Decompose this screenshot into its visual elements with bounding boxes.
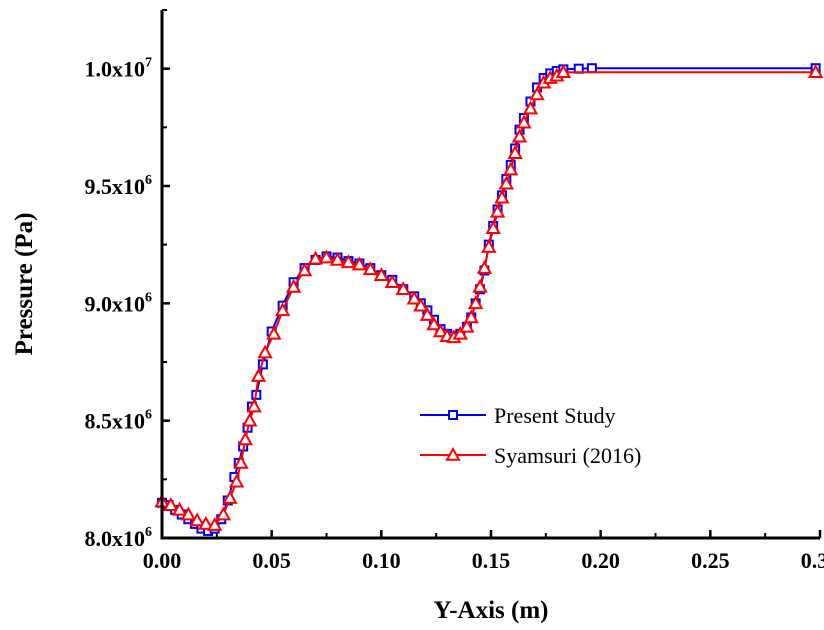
data-point (503, 161, 519, 176)
data-point (171, 501, 188, 516)
data-point (373, 267, 390, 281)
data-point (467, 295, 484, 310)
legend-label: Present Study (494, 403, 616, 428)
legend: Present Study Syamsuri (2016) (420, 403, 641, 468)
data-point (511, 128, 528, 143)
data-point (507, 145, 523, 159)
series-2 (154, 64, 824, 531)
y-ticks: 8.0x106 8.5x106 9.0x106 9.5x106 1.0x107 (85, 9, 170, 551)
data-point (237, 431, 254, 446)
data-point (340, 254, 357, 269)
x-tick-label: 0.15 (472, 548, 511, 573)
x-axis-title: Y-Axis (m) (433, 597, 548, 624)
legend-marker (448, 410, 458, 420)
y-tick-label: 8.5x106 (85, 408, 153, 434)
data-point (432, 323, 449, 338)
x-tick-label: 0.05 (252, 548, 291, 573)
x-ticks: 0.00 0.05 0.10 0.15 0.20 0.25 0.30 (143, 530, 824, 573)
data-point (222, 490, 238, 504)
data-point (489, 203, 506, 218)
data-point (351, 256, 368, 271)
data-point (285, 278, 302, 293)
legend-marker (445, 446, 461, 461)
data-point (529, 86, 545, 101)
series-layer (154, 63, 824, 536)
data-point (246, 398, 262, 413)
legend-label: Syamsuri (2016) (494, 443, 641, 468)
data-point (807, 64, 824, 78)
data-point (522, 100, 539, 115)
data-point (206, 517, 223, 531)
data-point (198, 515, 214, 530)
data-point (413, 297, 429, 312)
data-point (233, 454, 249, 469)
data-point (266, 325, 282, 340)
data-point (516, 114, 532, 129)
data-point (307, 250, 324, 265)
data-point (242, 412, 258, 427)
data-point (476, 260, 493, 274)
data-point (481, 238, 497, 253)
data-point (250, 368, 267, 382)
data-point (586, 63, 597, 74)
y-tick-label: 9.0x106 (85, 290, 153, 316)
x-tick-label: 0.20 (581, 548, 620, 573)
data-point (419, 307, 436, 321)
data-point (257, 344, 273, 359)
x-tick-label: 0.00 (143, 548, 182, 573)
x-tick-label: 0.25 (691, 548, 730, 573)
data-point (472, 278, 488, 293)
data-point (228, 473, 245, 488)
data-point (463, 309, 479, 324)
data-point (329, 251, 346, 266)
data-point (406, 290, 422, 305)
data-point (189, 512, 205, 527)
data-point (498, 175, 515, 190)
data-point (163, 497, 179, 511)
x-tick-label: 0.30 (801, 548, 824, 573)
data-point (362, 261, 379, 276)
x-tick-label: 0.10 (362, 548, 401, 573)
data-point (384, 274, 400, 289)
y-axis-title: Pressure (Pa) (11, 213, 38, 356)
data-point (452, 325, 468, 340)
y-tick-label: 1.0x107 (85, 56, 153, 82)
data-point (485, 220, 501, 235)
y-tick-label: 8.0x106 (85, 525, 153, 551)
data-point (459, 318, 475, 333)
data-point (274, 302, 291, 317)
data-point (555, 64, 572, 78)
data-point (180, 506, 197, 521)
data-point (296, 262, 313, 277)
data-point (318, 249, 335, 264)
data-point (395, 281, 411, 296)
data-point (494, 189, 510, 204)
data-point (215, 506, 232, 521)
y-tick-label: 9.5x106 (85, 173, 153, 199)
data-point (426, 316, 442, 331)
